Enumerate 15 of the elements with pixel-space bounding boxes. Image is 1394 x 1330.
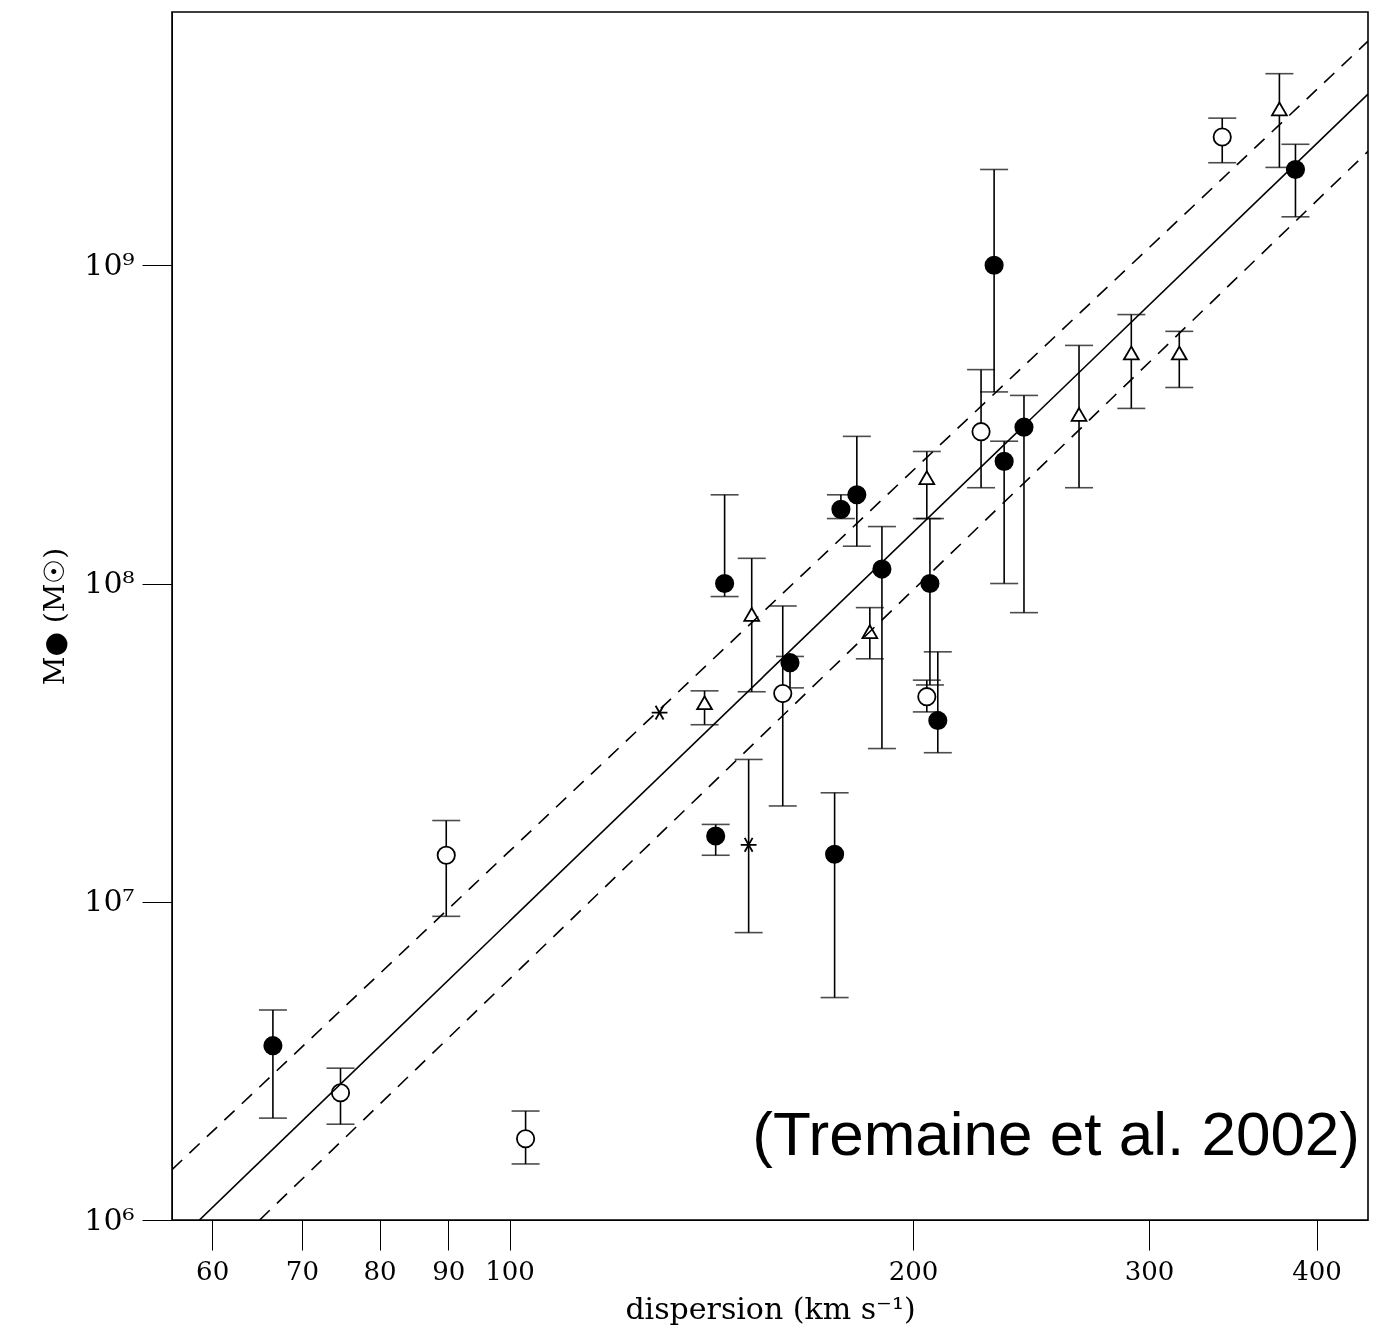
x-tick-label: 60: [196, 1255, 230, 1286]
y-axis-title: M● (M☉): [38, 547, 72, 686]
y-tick-label: 10⁸: [84, 565, 135, 601]
x-tick-label: 200: [888, 1255, 939, 1286]
x-tick-label: 100: [485, 1255, 535, 1286]
y-tick-label: 10⁹: [84, 246, 135, 282]
annotation: (Tremaine et al. 2002): [752, 1099, 1360, 1168]
x-tick-label: 80: [363, 1255, 397, 1286]
x-tick-label: 300: [1124, 1255, 1175, 1286]
x-axis-title: dispersion (km s⁻¹): [625, 1290, 916, 1326]
y-tick-label: 10⁶: [84, 1201, 135, 1237]
x-tick-label: 70: [285, 1255, 319, 1286]
x-tick-label: 400: [1292, 1255, 1342, 1286]
x-tick-label: 90: [432, 1255, 466, 1286]
y-tick-label: 10⁷: [84, 883, 135, 919]
